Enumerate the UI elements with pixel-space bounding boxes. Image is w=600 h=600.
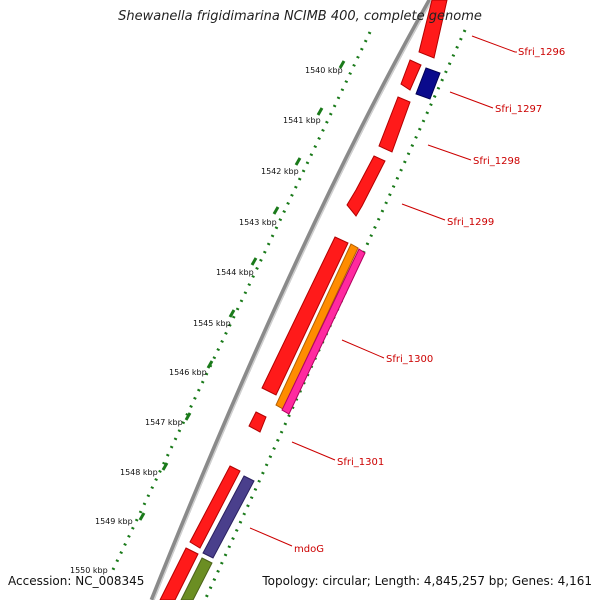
major-ticks bbox=[138, 60, 346, 521]
kbp-label-1549: 1549 kbp bbox=[95, 517, 133, 526]
kbp-label-1542: 1542 kbp bbox=[261, 167, 299, 176]
kbp-label-1547: 1547 kbp bbox=[145, 418, 183, 427]
tick-1544 bbox=[250, 257, 258, 266]
callout-sfri-1296 bbox=[471, 35, 517, 53]
kbp-label-1544: 1544 kbp bbox=[216, 268, 254, 277]
outer-dotted-guide bbox=[108, 31, 372, 577]
label-sfri-1297[interactable]: Sfri_1297 bbox=[495, 104, 542, 115]
label-sfri-1296[interactable]: Sfri_1296 bbox=[518, 47, 565, 58]
callout-sfri-1300 bbox=[341, 339, 385, 359]
gene-sfri-1296[interactable] bbox=[418, 0, 448, 59]
map-title: Shewanella frigidimarina NCIMB 400, comp… bbox=[118, 9, 482, 24]
gene-features bbox=[159, 0, 448, 600]
kbp-label-1546: 1546 kbp bbox=[169, 368, 207, 377]
kbp-label-1545: 1545 kbp bbox=[193, 319, 231, 328]
tick-1540 bbox=[338, 60, 346, 69]
tick-1547 bbox=[184, 412, 192, 421]
label-mdog[interactable]: mdoG bbox=[294, 544, 324, 555]
tick-1545 bbox=[228, 309, 236, 318]
gene-bottom-red[interactable] bbox=[159, 547, 199, 600]
kbp-label-1548: 1548 kbp bbox=[120, 468, 158, 477]
gene-sfri-1298[interactable] bbox=[378, 96, 411, 153]
tick-1541 bbox=[316, 107, 324, 116]
gene-sfri-1297-neighbor[interactable] bbox=[400, 59, 422, 91]
genome-backbone-highlight bbox=[153, 0, 433, 600]
genome-summary-text: Topology: circular; Length: 4,845,257 bp… bbox=[262, 574, 592, 588]
gene-sfri-1300-outer[interactable] bbox=[261, 236, 349, 396]
callout-sfri-1301 bbox=[291, 441, 336, 461]
inner-dotted-guide bbox=[203, 29, 467, 600]
label-sfri-1301[interactable]: Sfri_1301 bbox=[337, 457, 384, 468]
label-sfri-1299[interactable]: Sfri_1299 bbox=[447, 217, 494, 228]
tick-1546 bbox=[206, 360, 214, 369]
callout-sfri-1299 bbox=[401, 203, 446, 221]
gene-sfri-1299[interactable] bbox=[346, 155, 386, 217]
gene-sfri-1300-pink[interactable] bbox=[281, 248, 366, 415]
tick-1549 bbox=[138, 512, 146, 521]
gene-sfri-1300-orange[interactable] bbox=[275, 243, 359, 410]
label-sfri-1298[interactable]: Sfri_1298 bbox=[473, 156, 520, 167]
gene-labels: Sfri_1296 Sfri_1297 Sfri_1298 Sfri_1299 … bbox=[294, 47, 565, 555]
gene-lower-red[interactable] bbox=[189, 465, 241, 549]
kbp-label-1541: 1541 kbp bbox=[283, 116, 321, 125]
gene-sfri-1297[interactable] bbox=[415, 67, 441, 100]
genome-backbone bbox=[149, 0, 433, 600]
gene-bottom-olive[interactable] bbox=[180, 557, 213, 600]
kbp-label-1550: 1550 kbp bbox=[70, 566, 108, 575]
kbp-label-1543: 1543 kbp bbox=[239, 218, 277, 227]
tick-1548 bbox=[161, 462, 169, 471]
accession-text: Accession: NC_008345 bbox=[8, 574, 145, 588]
label-sfri-1300[interactable]: Sfri_1300 bbox=[386, 354, 433, 365]
callout-sfri-1297 bbox=[449, 91, 494, 109]
gene-callouts bbox=[249, 35, 517, 547]
tick-1543 bbox=[272, 206, 280, 215]
kbp-label-1540: 1540 kbp bbox=[305, 66, 343, 75]
gene-mdog[interactable] bbox=[202, 475, 255, 559]
callout-mdog bbox=[249, 527, 293, 547]
callout-sfri-1298 bbox=[427, 144, 472, 161]
tick-1542 bbox=[294, 157, 302, 166]
scale-labels: 1540 kbp 1541 kbp 1542 kbp 1543 kbp 1544… bbox=[70, 66, 343, 575]
gene-sfri-1301[interactable] bbox=[248, 411, 267, 433]
